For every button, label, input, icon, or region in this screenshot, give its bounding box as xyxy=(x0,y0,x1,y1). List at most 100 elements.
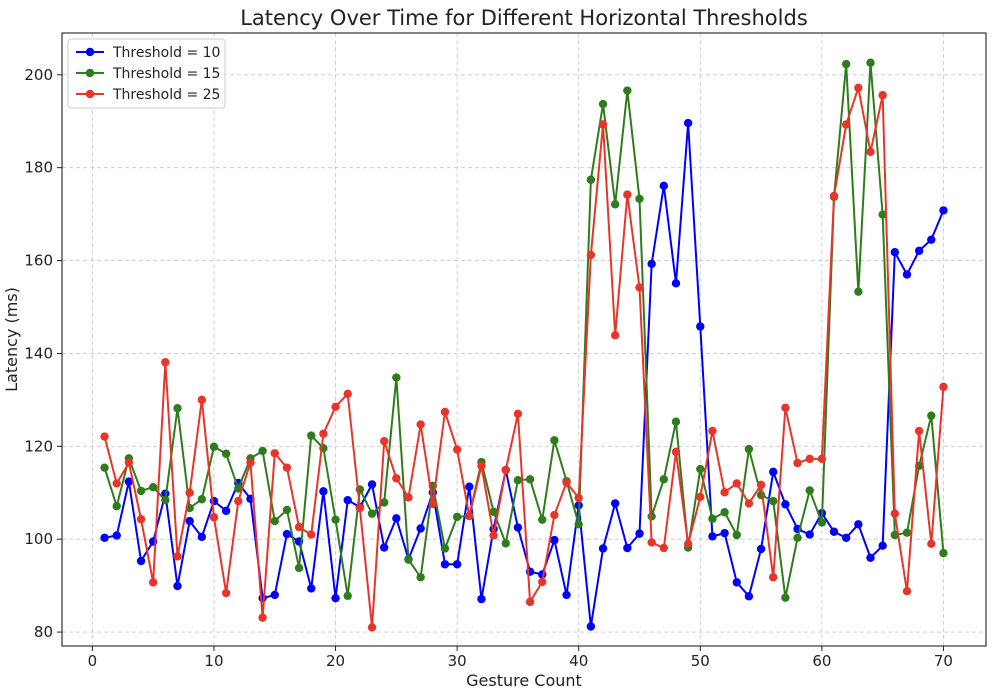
data-point-threshold-15 xyxy=(769,496,778,506)
legend-box xyxy=(67,38,226,109)
data-point-threshold-25 xyxy=(854,83,863,93)
data-point-threshold-25 xyxy=(647,538,656,547)
y-tick-label: 160 xyxy=(24,252,53,270)
data-point-threshold-10 xyxy=(732,578,741,587)
data-point-threshold-25 xyxy=(331,402,340,412)
data-point-threshold-10 xyxy=(586,622,596,631)
chart-title: Latency Over Time for Different Horizont… xyxy=(240,6,808,30)
data-point-threshold-10 xyxy=(914,246,924,255)
data-point-threshold-10 xyxy=(708,532,717,541)
plot-frame xyxy=(61,32,987,647)
data-point-threshold-25 xyxy=(635,283,644,292)
data-point-threshold-25 xyxy=(623,190,632,199)
tick-layer: 0 10 20 30 40 50 60 70 80 100 120 140 160 180 200 xyxy=(24,66,953,670)
data-point-threshold-15 xyxy=(671,417,681,426)
data-point-threshold-10 xyxy=(890,247,900,257)
data-point-threshold-25 xyxy=(379,437,389,446)
data-point-threshold-15 xyxy=(647,512,656,521)
data-point-threshold-15 xyxy=(525,475,535,484)
x-tick-label: 30 xyxy=(448,652,467,670)
data-point-threshold-10 xyxy=(647,259,656,268)
data-point-threshold-15 xyxy=(331,515,340,524)
data-point-threshold-15 xyxy=(100,463,109,472)
data-point-threshold-25 xyxy=(756,480,766,490)
data-point-threshold-25 xyxy=(319,429,328,438)
data-point-threshold-15 xyxy=(112,502,121,511)
data-point-threshold-15 xyxy=(574,520,583,529)
data-point-threshold-25 xyxy=(513,409,523,418)
data-point-threshold-10 xyxy=(866,553,875,562)
data-point-threshold-15 xyxy=(623,86,632,95)
legend-label-threshold-10: Threshold = 10 xyxy=(112,45,220,61)
data-point-threshold-10 xyxy=(854,520,863,529)
data-point-threshold-25 xyxy=(355,503,365,513)
data-point-threshold-15 xyxy=(659,475,669,484)
data-point-threshold-15 xyxy=(732,530,741,540)
data-point-threshold-10 xyxy=(282,529,292,539)
data-point-threshold-15 xyxy=(586,175,596,184)
data-point-threshold-25 xyxy=(197,395,207,405)
legend-entry-threshold-15: Threshold = 15 xyxy=(76,66,220,82)
legend-entry-threshold-25: Threshold = 25 xyxy=(76,87,220,103)
data-point-threshold-10 xyxy=(927,235,936,244)
data-point-threshold-25 xyxy=(914,426,924,436)
data-point-threshold-25 xyxy=(744,499,754,508)
data-point-threshold-15 xyxy=(538,515,547,524)
series-line-threshold-15 xyxy=(103,61,945,599)
data-point-threshold-15 xyxy=(209,442,219,451)
data-point-threshold-10 xyxy=(343,495,352,505)
data-point-threshold-15 xyxy=(793,533,802,542)
data-point-threshold-15 xyxy=(294,563,304,573)
data-point-threshold-25 xyxy=(100,432,109,441)
data-point-threshold-15 xyxy=(197,495,207,504)
data-point-threshold-15 xyxy=(866,58,875,67)
data-point-threshold-25 xyxy=(562,478,571,487)
data-point-threshold-25 xyxy=(829,191,839,201)
data-point-threshold-25 xyxy=(890,509,900,518)
x-tick-label: 0 xyxy=(88,652,98,670)
data-point-threshold-15 xyxy=(440,544,450,553)
data-point-threshold-10 xyxy=(550,535,559,545)
data-point-threshold-25 xyxy=(465,511,474,521)
data-point-threshold-25 xyxy=(367,623,377,632)
data-point-threshold-25 xyxy=(221,588,231,598)
data-point-threshold-25 xyxy=(258,613,267,622)
data-point-threshold-15 xyxy=(696,464,705,474)
data-point-threshold-10 xyxy=(416,524,425,533)
legend-marker-threshold-25 xyxy=(85,89,95,99)
data-point-threshold-10 xyxy=(744,592,754,601)
series-line-threshold-25 xyxy=(103,86,945,629)
data-point-threshold-25 xyxy=(440,407,450,417)
data-point-threshold-25 xyxy=(112,479,121,488)
y-tick-label: 100 xyxy=(24,530,53,548)
y-tick-label: 180 xyxy=(24,159,53,177)
data-point-threshold-15 xyxy=(817,518,827,527)
data-point-threshold-25 xyxy=(659,543,669,553)
data-point-threshold-25 xyxy=(234,496,243,506)
data-point-threshold-25 xyxy=(683,539,693,549)
x-tick-label: 50 xyxy=(691,652,710,670)
data-point-threshold-15 xyxy=(501,539,510,548)
data-point-threshold-25 xyxy=(866,147,875,157)
data-point-threshold-25 xyxy=(708,426,717,436)
data-point-threshold-15 xyxy=(392,373,401,382)
data-point-threshold-25 xyxy=(501,465,510,475)
data-point-threshold-25 xyxy=(610,331,620,340)
data-point-threshold-15 xyxy=(927,411,936,420)
data-point-threshold-25 xyxy=(282,463,292,472)
data-point-threshold-10 xyxy=(331,593,340,603)
data-point-threshold-15 xyxy=(404,555,413,564)
data-point-threshold-25 xyxy=(209,513,219,522)
data-point-threshold-25 xyxy=(477,461,486,471)
data-point-threshold-15 xyxy=(841,59,851,69)
data-point-threshold-25 xyxy=(294,522,304,532)
data-point-threshold-25 xyxy=(793,458,802,468)
data-point-threshold-25 xyxy=(902,587,912,596)
data-point-threshold-10 xyxy=(258,593,267,603)
series-threshold-10 xyxy=(100,118,948,631)
data-point-threshold-25 xyxy=(148,578,158,587)
data-point-threshold-25 xyxy=(817,454,827,464)
data-point-threshold-25 xyxy=(489,531,498,540)
data-point-threshold-15 xyxy=(270,516,279,526)
